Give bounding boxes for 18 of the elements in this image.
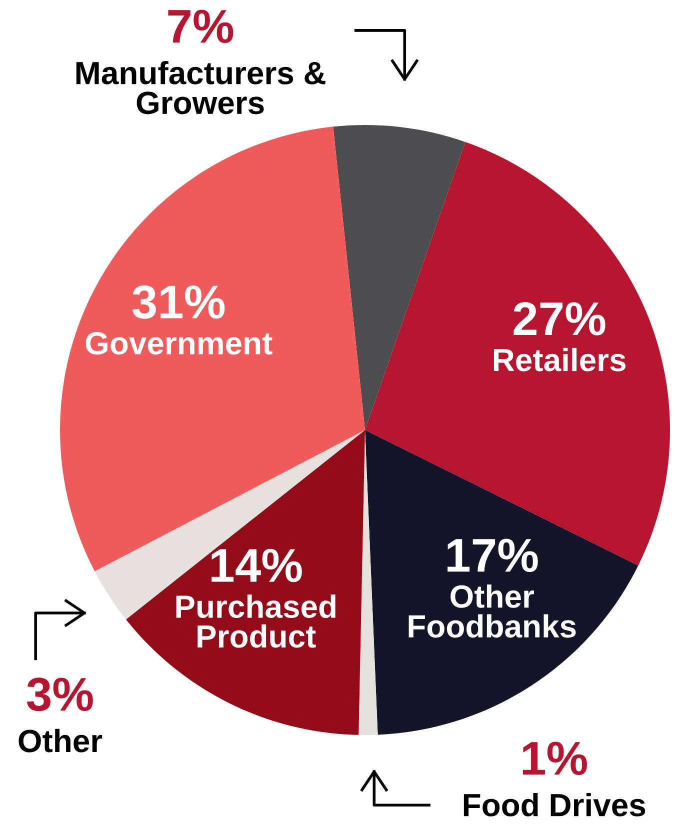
pie-slice xyxy=(365,430,638,735)
slice-label: Other Foodbanks xyxy=(408,584,576,638)
data-label: 17% xyxy=(448,538,538,572)
data-label: 7% xyxy=(168,10,234,44)
data-label: 14% xyxy=(212,548,302,582)
data-label: 1% xyxy=(522,742,587,776)
slice-label: Retailers xyxy=(494,348,626,372)
slice-label: Government xyxy=(86,332,272,355)
data-label: 31% xyxy=(132,285,225,319)
pie-slice xyxy=(333,125,466,430)
slice-label: Purchased Product xyxy=(176,594,336,648)
data-label: 27% xyxy=(514,302,606,336)
slice-label: Food Drives xyxy=(464,792,646,816)
slice-label: Manufacturers & Growers xyxy=(76,60,326,114)
pie-slice xyxy=(126,430,365,735)
data-label: 3% xyxy=(26,678,93,712)
slice-label: Other xyxy=(18,728,102,752)
pie-slice xyxy=(94,430,365,620)
